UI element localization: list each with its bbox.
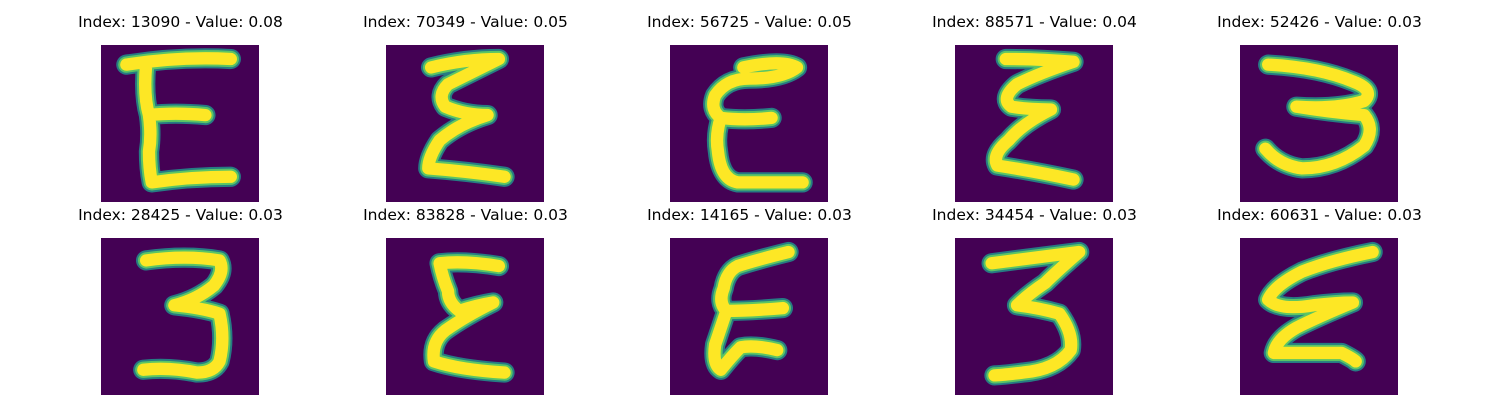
digit-image bbox=[101, 238, 259, 395]
digit-image bbox=[955, 238, 1113, 395]
panel-4: Index: 88571 - Value: 0.04 bbox=[892, 10, 1177, 202]
digit-image bbox=[670, 238, 828, 395]
panel-title: Index: 13090 - Value: 0.08 bbox=[78, 13, 283, 31]
panel-title: Index: 52426 - Value: 0.03 bbox=[1217, 13, 1422, 31]
panel-8: Index: 14165 - Value: 0.03 bbox=[607, 203, 892, 395]
digit-image bbox=[1240, 45, 1398, 202]
panel-title: Index: 83828 - Value: 0.03 bbox=[363, 206, 568, 224]
panel-5: Index: 52426 - Value: 0.03 bbox=[1177, 10, 1462, 202]
panel-title: Index: 28425 - Value: 0.03 bbox=[78, 206, 283, 224]
digit-image bbox=[386, 45, 544, 202]
panel-title: Index: 88571 - Value: 0.04 bbox=[932, 13, 1137, 31]
panel-6: Index: 28425 - Value: 0.03 bbox=[38, 203, 323, 395]
digit-image bbox=[1240, 238, 1398, 395]
panel-1: Index: 13090 - Value: 0.08 bbox=[38, 10, 323, 202]
panel-title: Index: 56725 - Value: 0.05 bbox=[647, 13, 852, 31]
panel-7: Index: 83828 - Value: 0.03 bbox=[323, 203, 608, 395]
digit-image bbox=[101, 45, 259, 202]
panel-title: Index: 14165 - Value: 0.03 bbox=[647, 206, 852, 224]
digit-image bbox=[670, 45, 828, 202]
panel-10: Index: 60631 - Value: 0.03 bbox=[1177, 203, 1462, 395]
panel-9: Index: 34454 - Value: 0.03 bbox=[892, 203, 1177, 395]
panel-title: Index: 70349 - Value: 0.05 bbox=[363, 13, 568, 31]
panel-3: Index: 56725 - Value: 0.05 bbox=[607, 10, 892, 202]
panel-title: Index: 60631 - Value: 0.03 bbox=[1217, 206, 1422, 224]
panel-title: Index: 34454 - Value: 0.03 bbox=[932, 206, 1137, 224]
digit-image bbox=[386, 238, 544, 395]
digit-image bbox=[955, 45, 1113, 202]
panel-2: Index: 70349 - Value: 0.05 bbox=[323, 10, 608, 202]
